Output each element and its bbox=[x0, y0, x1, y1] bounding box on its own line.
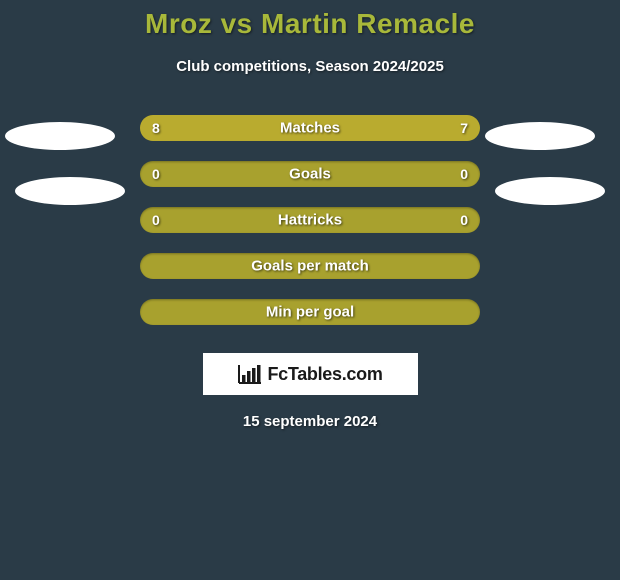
stat-label: Goals per match bbox=[251, 258, 369, 275]
stat-value-left: 0 bbox=[152, 212, 160, 228]
stat-bar: Min per goal bbox=[140, 299, 480, 325]
date: 15 september 2024 bbox=[0, 413, 620, 430]
stat-row: Hattricks 0 0 bbox=[0, 197, 620, 243]
logo-text: FcTables.com bbox=[267, 364, 382, 385]
placeholder-ellipse bbox=[15, 177, 125, 205]
comparison-widget: Mroz vs Martin Remacle Club competitions… bbox=[0, 0, 620, 430]
stat-label: Matches bbox=[280, 120, 340, 137]
subtitle: Club competitions, Season 2024/2025 bbox=[0, 58, 620, 75]
bar-chart-icon bbox=[237, 363, 263, 385]
stat-bar: Matches 8 7 bbox=[140, 115, 480, 141]
stat-label: Goals bbox=[289, 166, 331, 183]
page-title: Mroz vs Martin Remacle bbox=[0, 8, 620, 40]
bar-fill-right bbox=[320, 115, 480, 141]
stat-bar: Goals per match bbox=[140, 253, 480, 279]
placeholder-ellipse bbox=[495, 177, 605, 205]
stat-value-left: 8 bbox=[152, 120, 160, 136]
stat-label: Hattricks bbox=[278, 212, 342, 229]
stat-bar: Hattricks 0 0 bbox=[140, 207, 480, 233]
stat-value-right: 7 bbox=[460, 120, 468, 136]
stat-label: Min per goal bbox=[266, 304, 354, 321]
stat-row: Min per goal bbox=[0, 289, 620, 335]
stat-value-right: 0 bbox=[460, 166, 468, 182]
stat-value-right: 0 bbox=[460, 212, 468, 228]
stat-row: Goals per match bbox=[0, 243, 620, 289]
placeholder-ellipse bbox=[5, 122, 115, 150]
logo: FcTables.com bbox=[237, 363, 382, 385]
placeholder-ellipse bbox=[485, 122, 595, 150]
stat-bar: Goals 0 0 bbox=[140, 161, 480, 187]
logo-box[interactable]: FcTables.com bbox=[203, 353, 418, 395]
stat-value-left: 0 bbox=[152, 166, 160, 182]
